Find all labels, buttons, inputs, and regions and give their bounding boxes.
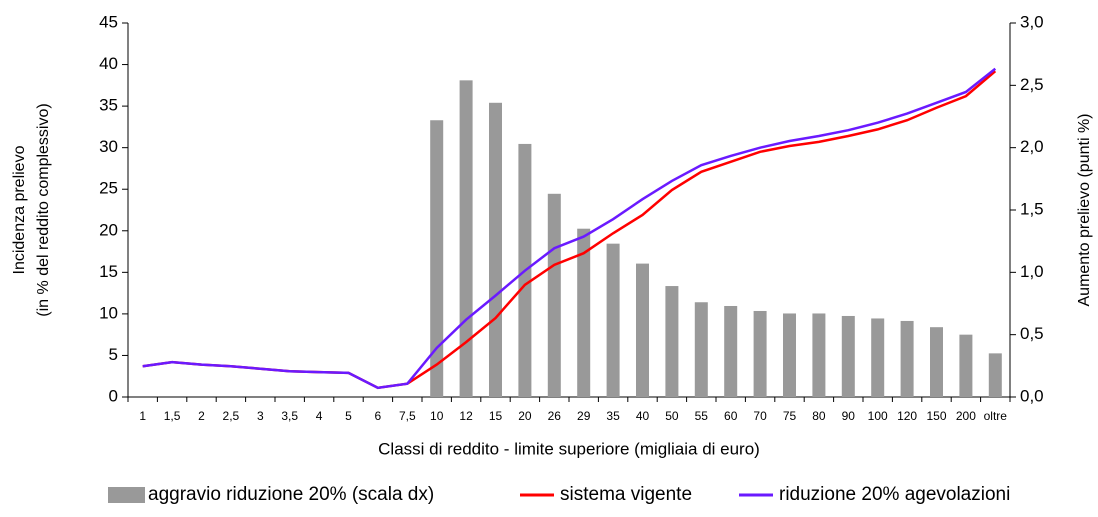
y2-tick-label: 3,0 bbox=[1020, 12, 1044, 31]
bar bbox=[606, 243, 620, 397]
y-axis-title: Incidenza prelievo bbox=[11, 145, 28, 274]
bar bbox=[459, 80, 473, 397]
x-tick-label: 3,5 bbox=[281, 409, 298, 423]
y-tick-label: 5 bbox=[109, 345, 118, 364]
bar bbox=[489, 102, 502, 397]
bar bbox=[783, 313, 796, 397]
y2-tick-label: 1,0 bbox=[1020, 262, 1044, 281]
x-tick-label: 90 bbox=[842, 409, 856, 423]
bar bbox=[430, 120, 444, 398]
bar bbox=[694, 302, 708, 397]
y-tick-label: 40 bbox=[99, 54, 118, 73]
y2-tick-label: 0,0 bbox=[1020, 386, 1044, 405]
bar bbox=[959, 334, 973, 397]
y-tick-label: 10 bbox=[99, 303, 118, 322]
y-axis-title: (in % del reddito complessivo) bbox=[35, 103, 52, 316]
x-tick-label: 100 bbox=[868, 409, 888, 423]
x-tick-label: 1,5 bbox=[164, 409, 181, 423]
y2-tick-label: 2,0 bbox=[1020, 137, 1044, 156]
x-tick-label: 2 bbox=[198, 409, 205, 423]
x-tick-label: 40 bbox=[636, 409, 650, 423]
bar bbox=[636, 263, 649, 397]
y2-tick-label: 1,5 bbox=[1020, 199, 1044, 218]
y-tick-label: 20 bbox=[99, 220, 118, 239]
legend-swatch bbox=[108, 487, 145, 503]
y-tick-label: 35 bbox=[99, 96, 118, 115]
x-tick-label: 80 bbox=[812, 409, 826, 423]
bar bbox=[724, 305, 738, 397]
bar bbox=[900, 320, 914, 397]
y2-tick-label: 0,5 bbox=[1020, 324, 1044, 343]
legend-label: sistema vigente bbox=[560, 484, 692, 505]
bar bbox=[665, 286, 679, 397]
x-tick-label: 200 bbox=[956, 409, 976, 423]
bar bbox=[812, 313, 826, 397]
legend-label: aggravio riduzione 20% (scala dx) bbox=[148, 484, 434, 505]
x-tick-label: 60 bbox=[724, 409, 738, 423]
line bbox=[142, 70, 997, 390]
bar bbox=[753, 310, 767, 397]
x-tick-label: 6 bbox=[375, 409, 382, 423]
y2-axis-title: Aumento prelievo (punti %) bbox=[1076, 114, 1093, 307]
bar bbox=[577, 228, 591, 397]
x-tick-label: 120 bbox=[897, 409, 917, 423]
x-tick-label: 70 bbox=[753, 409, 767, 423]
x-tick-label: 1 bbox=[139, 409, 146, 423]
x-tick-label: 7,5 bbox=[399, 409, 416, 423]
x-tick-label: 2,5 bbox=[223, 409, 240, 423]
x-tick-label: 4 bbox=[316, 409, 323, 423]
y-tick-label: 25 bbox=[99, 179, 118, 198]
x-tick-label: 55 bbox=[695, 409, 709, 423]
x-axis-title: Classi di reddito - limite superiore (mi… bbox=[378, 439, 760, 458]
x-tick-label: 3 bbox=[257, 409, 264, 423]
bar bbox=[841, 315, 855, 397]
x-tick-label: 29 bbox=[577, 409, 591, 423]
x-tick-label: oltre bbox=[984, 409, 1008, 423]
y-tick-label: 30 bbox=[99, 137, 118, 156]
y-tick-label: 0 bbox=[109, 386, 118, 405]
x-tick-label: 10 bbox=[430, 409, 444, 423]
x-tick-label: 75 bbox=[783, 409, 797, 423]
x-tick-label: 26 bbox=[548, 409, 562, 423]
x-tick-label: 15 bbox=[489, 409, 503, 423]
x-tick-label: 5 bbox=[345, 409, 352, 423]
x-tick-label: 35 bbox=[606, 409, 620, 423]
y-tick-label: 15 bbox=[99, 262, 118, 281]
y-tick-label: 45 bbox=[99, 12, 118, 31]
x-tick-label: 20 bbox=[518, 409, 532, 423]
x-tick-label: 12 bbox=[459, 409, 473, 423]
legend-label: riduzione 20% agevolazioni bbox=[779, 484, 1010, 505]
y2-tick-label: 2,5 bbox=[1020, 75, 1044, 94]
bar bbox=[871, 318, 885, 397]
bar bbox=[930, 327, 943, 397]
line bbox=[142, 67, 997, 390]
x-tick-label: 150 bbox=[926, 409, 946, 423]
bar bbox=[547, 193, 561, 397]
bar bbox=[988, 353, 1002, 397]
x-tick-label: 50 bbox=[665, 409, 679, 423]
